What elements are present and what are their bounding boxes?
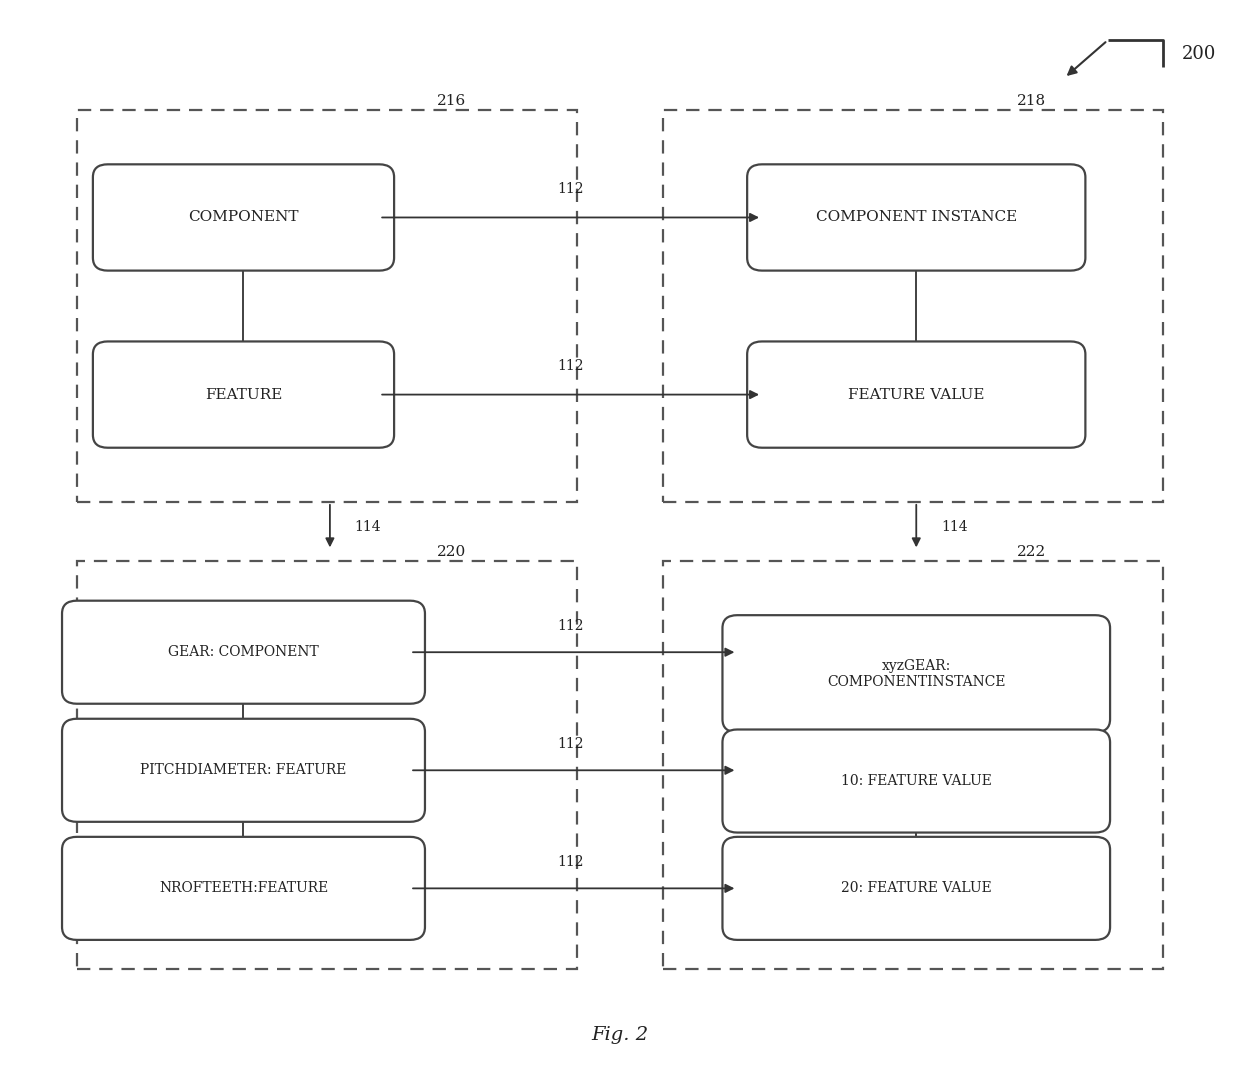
- Text: 112: 112: [557, 619, 584, 633]
- Bar: [663, 561, 1163, 969]
- FancyBboxPatch shape: [723, 729, 1110, 833]
- Bar: [77, 561, 577, 969]
- Text: FEATURE: FEATURE: [205, 387, 283, 401]
- Text: 216: 216: [436, 94, 466, 108]
- FancyBboxPatch shape: [723, 837, 1110, 940]
- FancyBboxPatch shape: [62, 719, 425, 822]
- Text: 112: 112: [557, 359, 584, 373]
- FancyBboxPatch shape: [748, 164, 1085, 271]
- Text: 200: 200: [1182, 45, 1216, 64]
- Text: 10: FEATURE VALUE: 10: FEATURE VALUE: [841, 774, 992, 788]
- Text: 222: 222: [1017, 545, 1045, 559]
- Text: NROFTEETH:FEATURE: NROFTEETH:FEATURE: [159, 882, 329, 896]
- FancyBboxPatch shape: [62, 837, 425, 940]
- FancyBboxPatch shape: [93, 341, 394, 448]
- Bar: [663, 110, 1163, 502]
- Text: COMPONENT INSTANCE: COMPONENT INSTANCE: [816, 210, 1017, 224]
- Text: Fig. 2: Fig. 2: [591, 1026, 649, 1044]
- Text: GEAR: COMPONENT: GEAR: COMPONENT: [169, 645, 319, 659]
- Text: 114: 114: [941, 520, 967, 534]
- Text: 112: 112: [557, 737, 584, 751]
- Text: 112: 112: [557, 182, 584, 196]
- Text: 218: 218: [1017, 94, 1045, 108]
- FancyBboxPatch shape: [93, 164, 394, 271]
- Text: 112: 112: [557, 855, 584, 869]
- Text: FEATURE VALUE: FEATURE VALUE: [848, 387, 985, 401]
- Text: 20: FEATURE VALUE: 20: FEATURE VALUE: [841, 882, 992, 896]
- Bar: [77, 110, 577, 502]
- FancyBboxPatch shape: [723, 615, 1110, 733]
- Text: PITCHDIAMETER: FEATURE: PITCHDIAMETER: FEATURE: [140, 763, 347, 777]
- FancyBboxPatch shape: [748, 341, 1085, 448]
- Text: 220: 220: [436, 545, 466, 559]
- Text: xyzGEAR:
COMPONENTINSTANCE: xyzGEAR: COMPONENTINSTANCE: [827, 658, 1006, 688]
- Text: COMPONENT: COMPONENT: [188, 210, 299, 224]
- FancyBboxPatch shape: [62, 601, 425, 704]
- Text: 114: 114: [355, 520, 381, 534]
